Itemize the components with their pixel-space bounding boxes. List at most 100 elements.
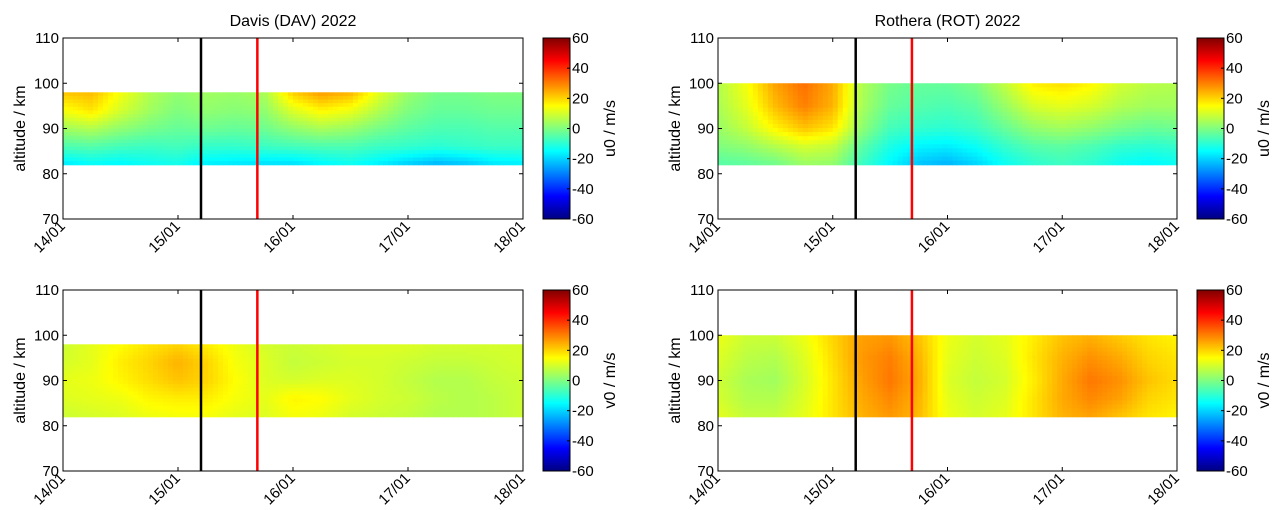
heatmap-cell bbox=[1027, 156, 1033, 162]
heatmap-cell bbox=[757, 83, 764, 88]
heatmap-cell bbox=[118, 366, 124, 371]
heatmap-cell bbox=[1092, 128, 1098, 133]
heatmap-cell bbox=[493, 106, 499, 111]
heatmap-cell bbox=[942, 128, 949, 133]
heatmap-cell bbox=[1122, 136, 1128, 141]
heatmap-cell bbox=[418, 128, 424, 133]
heatmap-cell bbox=[1072, 103, 1078, 109]
heatmap-cell bbox=[403, 121, 409, 126]
heatmap-cell bbox=[1147, 87, 1153, 92]
heatmap-cell bbox=[508, 135, 514, 140]
heatmap-cell bbox=[1037, 115, 1043, 121]
heatmap-cell bbox=[857, 111, 864, 117]
heatmap-cell bbox=[1122, 123, 1128, 129]
heatmap-cell bbox=[233, 362, 239, 367]
heatmap-cell bbox=[787, 119, 794, 125]
heatmap-cell bbox=[912, 115, 919, 121]
heatmap-cell bbox=[103, 142, 109, 148]
heatmap-cell bbox=[353, 99, 359, 104]
heatmap-cell bbox=[203, 110, 209, 115]
heatmap-cell bbox=[263, 103, 269, 108]
heatmap-cell bbox=[1117, 91, 1123, 97]
heatmap-cell bbox=[1017, 144, 1023, 150]
heatmap-cell bbox=[363, 153, 369, 159]
heatmap-cell bbox=[747, 160, 754, 166]
heatmap-cell bbox=[962, 152, 969, 158]
heatmap-cell bbox=[807, 107, 814, 113]
heatmap-cell bbox=[917, 91, 924, 97]
heatmap-cell bbox=[1142, 115, 1148, 121]
heatmap-cell bbox=[977, 95, 984, 101]
heatmap-cell bbox=[73, 106, 79, 111]
heatmap-cell bbox=[93, 157, 99, 162]
heatmap-cell bbox=[283, 150, 289, 155]
heatmap-cell bbox=[243, 128, 249, 133]
heatmap-cell bbox=[473, 110, 479, 115]
heatmap-cell bbox=[493, 373, 499, 378]
heatmap-cell bbox=[772, 148, 779, 154]
heatmap-cell bbox=[987, 87, 993, 92]
heatmap-cell bbox=[1017, 152, 1023, 158]
heatmap-cell bbox=[263, 362, 269, 367]
heatmap-cell bbox=[413, 110, 419, 115]
heatmap-cell bbox=[912, 103, 919, 109]
heatmap-cell bbox=[248, 146, 254, 151]
heatmap-cell bbox=[398, 139, 404, 144]
heatmap-cell bbox=[1027, 87, 1033, 92]
heatmap-cell bbox=[508, 142, 514, 148]
heatmap-cell bbox=[1122, 91, 1128, 97]
heatmap-cell bbox=[148, 355, 154, 360]
heatmap-cell bbox=[1102, 91, 1108, 97]
heatmap-cell bbox=[258, 161, 264, 166]
heatmap-cell bbox=[118, 376, 124, 382]
heatmap-cell bbox=[193, 161, 199, 166]
heatmap-cell bbox=[73, 355, 79, 360]
heatmap-cell bbox=[113, 391, 119, 396]
heatmap-cell bbox=[987, 83, 993, 88]
heatmap-cell bbox=[393, 114, 399, 119]
heatmap-cell bbox=[308, 99, 314, 104]
heatmap-cell bbox=[73, 150, 79, 155]
heatmap-cell bbox=[977, 107, 984, 113]
heatmap-cell bbox=[378, 366, 384, 371]
heatmap-cell bbox=[373, 376, 379, 382]
heatmap-cell bbox=[323, 99, 329, 104]
heatmap-cell bbox=[448, 99, 454, 104]
heatmap-cell bbox=[877, 91, 884, 97]
heatmap-cell bbox=[1172, 136, 1178, 141]
heatmap-cell bbox=[1077, 91, 1083, 97]
heatmap-cell bbox=[323, 92, 329, 97]
heatmap-cell bbox=[348, 121, 354, 126]
heatmap-cell bbox=[328, 366, 334, 371]
heatmap-cell bbox=[298, 124, 304, 130]
heatmap-cell bbox=[248, 355, 254, 360]
heatmap-cell bbox=[423, 146, 429, 151]
heatmap-cell bbox=[293, 117, 299, 122]
heatmap-cell bbox=[153, 99, 159, 104]
heatmap-cell bbox=[273, 161, 279, 166]
heatmap-cell bbox=[428, 146, 434, 151]
heatmap-cell bbox=[228, 110, 234, 115]
heatmap-cell bbox=[343, 384, 349, 389]
heatmap-cell bbox=[443, 95, 449, 101]
heatmap-cell bbox=[1042, 119, 1048, 125]
heatmap-cell bbox=[388, 117, 394, 122]
heatmap-cell bbox=[1002, 119, 1008, 125]
heatmap-cell bbox=[253, 121, 259, 126]
heatmap-cell bbox=[1072, 128, 1078, 133]
heatmap-cell bbox=[363, 376, 369, 382]
heatmap-cell bbox=[737, 119, 744, 125]
heatmap-cell bbox=[443, 369, 449, 374]
heatmap-cell bbox=[298, 373, 304, 378]
heatmap-cell bbox=[233, 373, 239, 378]
heatmap-cell bbox=[912, 152, 919, 158]
heatmap-cell bbox=[937, 91, 944, 97]
heatmap-cell bbox=[383, 139, 389, 144]
heatmap-cell bbox=[258, 103, 264, 108]
heatmap-cell bbox=[777, 132, 784, 137]
heatmap-cell bbox=[93, 99, 99, 104]
heatmap-cell bbox=[238, 355, 244, 360]
heatmap-cell bbox=[113, 161, 119, 166]
heatmap-cell bbox=[872, 160, 879, 166]
heatmap-cell bbox=[278, 358, 284, 363]
